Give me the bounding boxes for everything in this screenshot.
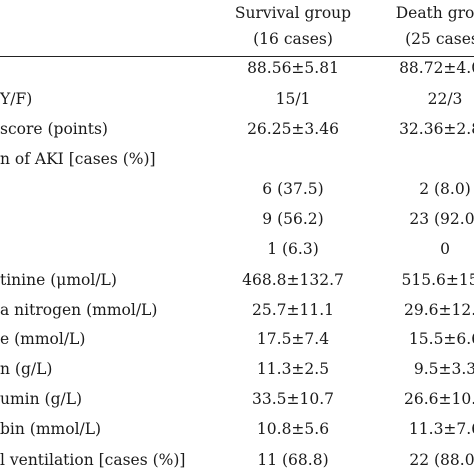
cell-death: 22 (88.0) (409, 451, 474, 469)
cell-death: 9.5±3.3 (413, 360, 474, 378)
row-label: umin (g/L) (0, 390, 83, 408)
row-label: Y/F) (0, 90, 33, 108)
row-label: tinine (μmol/L) (0, 271, 117, 289)
cell-survival: 9 (56.2) (262, 210, 324, 228)
cell-death: 11.3±7.6 (408, 420, 474, 438)
row-label: n of AKI [cases (%)] (0, 150, 156, 168)
row-label: l ventilation [cases (%)] (0, 451, 186, 469)
header-survival-count: (16 cases) (253, 30, 333, 48)
cell-survival: 468.8±132.7 (242, 271, 344, 289)
cell-survival: 11.3±2.5 (256, 360, 330, 378)
cell-survival: 25.7±11.1 (251, 301, 334, 319)
cell-survival: 6 (37.5) (262, 180, 324, 198)
cell-survival: 11 (68.8) (257, 451, 329, 469)
cell-death: 26.6±10.5 (403, 390, 474, 408)
cell-survival: 10.8±5.6 (256, 420, 330, 438)
row-label: n (g/L) (0, 360, 53, 378)
row-label: bin (mmol/L) (0, 420, 102, 438)
cell-death: 22/3 (427, 90, 463, 108)
cell-survival: 1 (6.3) (267, 240, 319, 258)
row-label: e (mmol/L) (0, 330, 86, 348)
header-rule (0, 56, 474, 57)
cell-death: 32.36±2.83 (399, 120, 474, 138)
cell-death: 88.72±4.09 (399, 59, 474, 77)
cell-death: 29.6±12.6 (403, 301, 474, 319)
row-label: a nitrogen (mmol/L) (0, 301, 158, 319)
cell-death: 0 (440, 240, 450, 258)
header-survival-title: Survival group (234, 4, 352, 22)
header-death-count: (25 cases) (405, 30, 474, 48)
cell-survival: 88.56±5.81 (247, 59, 339, 77)
cell-survival: 33.5±10.7 (251, 390, 334, 408)
header-death-title: Death group (395, 4, 474, 22)
cell-death: 515.6±153 (401, 271, 474, 289)
cell-survival: 26.25±3.46 (247, 120, 339, 138)
cell-death: 23 (92.0) (409, 210, 474, 228)
cell-survival: 17.5±7.4 (256, 330, 330, 348)
cell-death: 15.5±6.6 (408, 330, 474, 348)
row-label: score (points) (0, 120, 108, 138)
cell-death: 2 (8.0) (419, 180, 471, 198)
cell-survival: 15/1 (275, 90, 311, 108)
